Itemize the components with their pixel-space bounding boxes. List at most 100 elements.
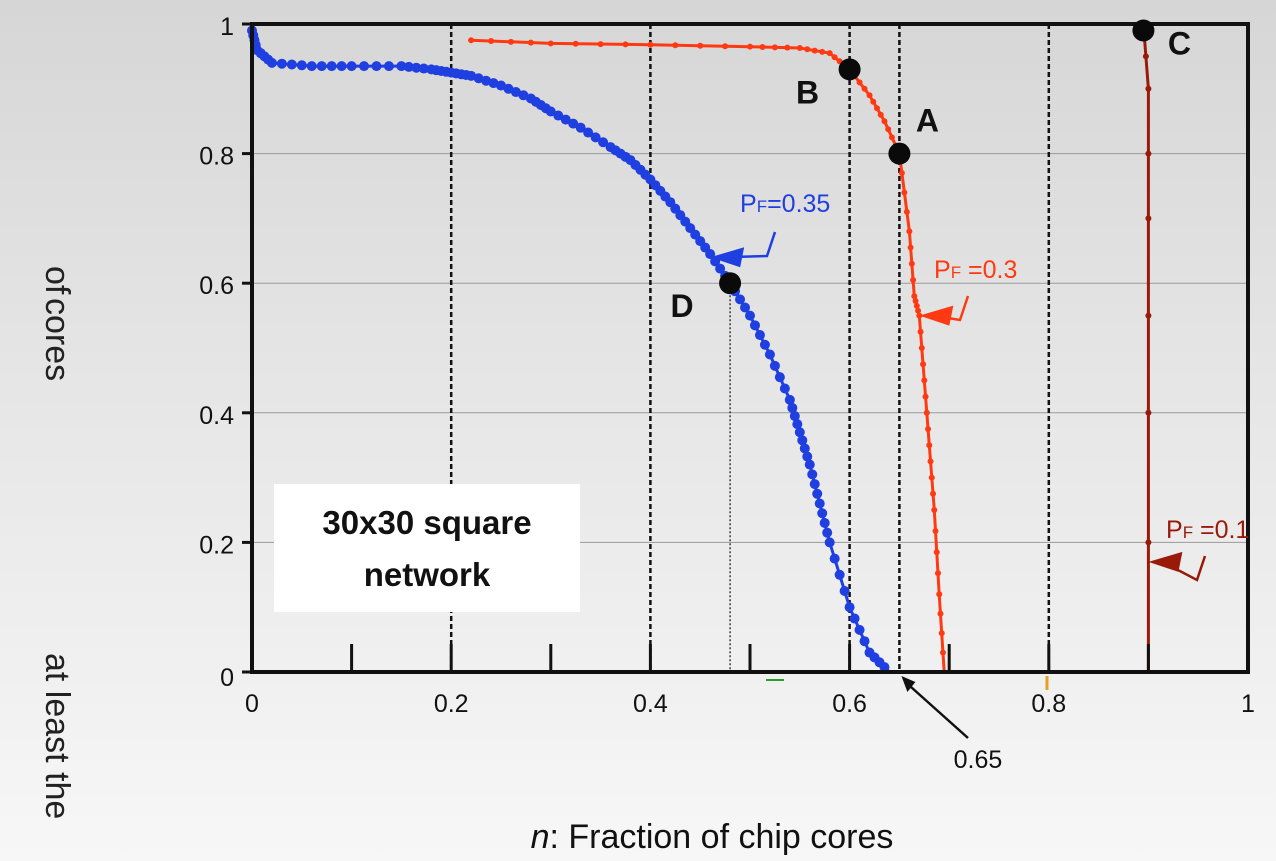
series-point	[371, 61, 382, 72]
x-tick-label: 0.6	[832, 690, 867, 718]
series-point	[507, 38, 514, 45]
series-point	[870, 98, 877, 105]
marked-point	[838, 58, 861, 81]
series-point	[759, 339, 770, 350]
series-point	[697, 42, 704, 49]
series-point	[831, 54, 838, 61]
series-point	[583, 127, 594, 138]
network-label-line1: 30x30 square	[322, 504, 531, 541]
series-point	[396, 61, 407, 72]
y-tick-label: 1	[220, 13, 234, 41]
x-tick-label: 0.8	[1031, 690, 1066, 718]
series-point	[911, 293, 918, 300]
series-point	[824, 537, 835, 548]
series-point	[1145, 85, 1152, 92]
series-line	[1141, 23, 1150, 672]
y-axis-label-of: of	[38, 266, 76, 295]
series-point	[590, 132, 601, 143]
series-callout-label: PF =0.3	[934, 256, 1017, 284]
series-point	[794, 427, 805, 438]
series-point	[917, 328, 924, 335]
callout-arrowhead	[919, 305, 954, 326]
y-tick-label: 0.6	[199, 272, 234, 300]
network-label-line2: network	[364, 556, 491, 593]
series-point	[572, 40, 579, 47]
series-point	[804, 459, 815, 470]
series-point	[1145, 312, 1152, 319]
series-point	[306, 61, 317, 72]
y-axis-label-at-least-the: at least the	[38, 653, 76, 820]
marked-point-label: A	[916, 103, 939, 139]
y-axis-label-cores: cores	[38, 298, 76, 382]
series-point	[418, 63, 429, 74]
series-point	[326, 61, 337, 72]
series-point	[597, 41, 604, 48]
marked-point	[1132, 19, 1155, 42]
series-point	[804, 46, 811, 53]
series-point	[296, 60, 307, 71]
series-point	[861, 85, 868, 92]
series-point	[822, 527, 833, 538]
series-point	[496, 80, 506, 91]
series-callout-value: =0.35	[767, 190, 830, 218]
series-point	[807, 469, 818, 480]
series-point	[799, 443, 810, 454]
series-callout-label: PF =0.1	[1166, 516, 1249, 544]
series-point	[908, 260, 915, 267]
series-point	[774, 372, 785, 383]
series-point	[1145, 539, 1152, 546]
series-point	[826, 50, 833, 57]
series-point	[672, 42, 679, 49]
series-point	[568, 118, 579, 129]
series-point	[922, 393, 929, 400]
series-callout-value: =0.1	[1193, 516, 1249, 544]
series-point	[920, 361, 927, 368]
series-point	[933, 549, 940, 556]
series-point	[906, 228, 913, 235]
series-callout-p: P	[934, 256, 951, 284]
series-point	[819, 517, 830, 528]
series-point	[560, 114, 571, 125]
series-point	[518, 90, 529, 101]
x-tick-label: 0	[245, 690, 259, 718]
marked-point	[888, 142, 911, 165]
marked-point-label: B	[796, 74, 819, 110]
annotation-arrowhead	[901, 676, 916, 692]
tick-layer: 0 0.2 0.4 0.6 0.8 1 0 0.2 0.4 0.6 0.8 1	[199, 13, 1255, 718]
x-axis-label-italic: n	[531, 818, 550, 856]
marked-point-label: C	[1168, 25, 1191, 61]
series-point	[844, 602, 855, 613]
series-point	[873, 105, 880, 112]
series-point	[898, 170, 905, 177]
series-point	[903, 208, 910, 215]
series-point	[877, 111, 884, 118]
series-callout-label: PF=0.35	[740, 190, 830, 218]
series-point	[856, 79, 863, 86]
x-tick-label: 1	[1241, 690, 1255, 718]
series-point	[468, 37, 475, 44]
y-tick-label: 0.4	[199, 402, 234, 430]
series-point	[918, 345, 925, 351]
series-point	[764, 349, 775, 360]
series-point	[754, 330, 765, 341]
series-point	[829, 553, 840, 564]
series-point	[819, 48, 826, 55]
marker-layer: A B C D	[671, 19, 1191, 324]
series-point	[503, 83, 514, 94]
series-point	[411, 62, 422, 73]
series-point	[812, 488, 823, 499]
series-point	[789, 411, 800, 422]
series-point	[934, 570, 941, 577]
series-point	[930, 490, 937, 497]
series-point	[749, 320, 760, 331]
y-tick-label: 0.2	[199, 531, 234, 559]
series-point	[598, 137, 609, 148]
series-point	[359, 61, 370, 72]
series-point	[796, 44, 803, 51]
series-point	[545, 106, 556, 117]
series-point	[705, 249, 716, 260]
grid-lines	[252, 24, 1248, 672]
series-point	[735, 294, 746, 305]
series-point	[925, 426, 932, 432]
